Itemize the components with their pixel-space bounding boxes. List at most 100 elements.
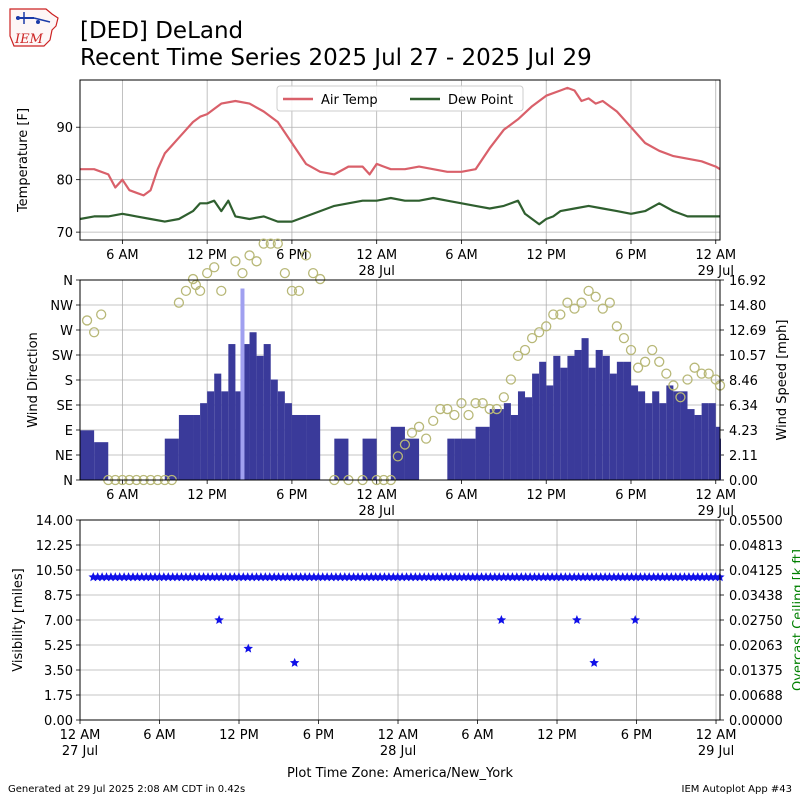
- visibility-tick-label: 0.00: [44, 714, 73, 729]
- air-temp-line: [80, 86, 721, 197]
- x-tick-date-label: 29 Jul: [698, 744, 734, 759]
- wind-speed-bar: [645, 403, 653, 480]
- wind-speed-bar: [277, 391, 285, 480]
- wind-speed-bar: [595, 349, 603, 480]
- visibility-tick-label: 3.50: [44, 664, 73, 679]
- x-tick-label: 6 PM: [276, 248, 307, 263]
- speed-tick-label: 6.34: [729, 399, 758, 414]
- wind-speed-bar: [390, 426, 405, 480]
- wind-speed-bar: [715, 426, 720, 480]
- wind-direction-point: [654, 356, 665, 367]
- visibility-point: [498, 572, 509, 582]
- wind-speed-bar: [193, 414, 201, 480]
- generated-note: Generated at 29 Jul 2025 2:08 AM CDT in …: [8, 784, 246, 795]
- visibility-tick-label: 1.75: [44, 689, 73, 704]
- wind-direction-point: [583, 285, 594, 297]
- visibility-axes-frame: [79, 519, 721, 721]
- wind-direction-point: [512, 350, 524, 362]
- visibility-point: [534, 572, 544, 582]
- direction-tick-label: NW: [50, 299, 73, 314]
- wind-speed-bar: [567, 355, 575, 480]
- visibility-tick-label: 7.00: [44, 614, 73, 629]
- visibility-tick-label: 12.25: [36, 539, 73, 554]
- wind-direction-axis-label: Wind Direction: [26, 332, 41, 428]
- speed-tick-label: 16.92: [729, 274, 766, 289]
- wind-direction-point: [632, 362, 644, 373]
- wind-speed-bar: [228, 344, 236, 480]
- direction-tick-label: NE: [55, 449, 73, 464]
- wind-speed-bar: [659, 403, 667, 480]
- temperature-axes-frame: [79, 79, 721, 241]
- x-tick-label: 6 PM: [615, 248, 646, 263]
- wind-direction-point: [265, 238, 276, 249]
- wind-direction-point: [611, 321, 623, 332]
- wind-direction-point: [187, 273, 199, 285]
- visibility-point: [212, 572, 222, 582]
- wind-direction-point: [647, 344, 658, 356]
- visibility-tick-label: 14.00: [36, 514, 73, 529]
- x-tick-label: 12 PM: [187, 488, 227, 503]
- wind-speed-bar: [553, 355, 561, 480]
- x-tick-date-label: 29 Jul: [698, 504, 734, 519]
- wind-direction-point: [307, 267, 319, 279]
- wind-direction-point: [703, 368, 714, 379]
- wind-direction-point: [420, 433, 432, 444]
- visibility-axis-label: Visibility [miles]: [11, 568, 26, 671]
- visibility-point: [589, 657, 599, 667]
- wind-direction-point: [315, 273, 326, 285]
- visibility-point: [630, 615, 640, 624]
- wind-speed-bar: [687, 409, 695, 480]
- x-tick-label: 6 AM: [445, 488, 478, 503]
- visibility-point: [393, 572, 403, 582]
- wind-speed-bar: [207, 391, 215, 480]
- wind-direction-point: [272, 238, 283, 249]
- wind-direction-point: [484, 403, 495, 415]
- wind-speed-bar: [200, 403, 208, 480]
- wind-direction-point: [449, 409, 460, 421]
- wind-direction-point: [428, 415, 439, 427]
- dew-point-line: [79, 196, 720, 226]
- wind-speed-bar: [80, 430, 95, 480]
- visibility-point: [675, 572, 685, 582]
- x-tick-label: 12 PM: [537, 728, 577, 743]
- x-tick-label: 12 PM: [526, 248, 566, 263]
- wind-speed-bar: [680, 391, 688, 480]
- wind-direction-point: [194, 285, 206, 297]
- speed-tick-label: 10.57: [729, 349, 766, 364]
- wind-speed-bar: [708, 403, 716, 480]
- direction-tick-label: E: [65, 424, 73, 439]
- wind-direction-point: [81, 315, 93, 326]
- wind-speed-bar: [517, 391, 526, 480]
- wind-direction-point: [491, 403, 502, 415]
- wind-direction-point: [576, 297, 587, 308]
- x-tick-label: 6 PM: [303, 728, 334, 743]
- wind-axes-frame: [79, 279, 721, 481]
- x-tick-label: 6 PM: [276, 488, 307, 503]
- wind-direction-point: [541, 321, 552, 332]
- wind-direction-point: [555, 309, 566, 320]
- wind-speed-bar: [221, 391, 229, 480]
- visibility-point: [496, 615, 507, 624]
- wind-speed-bar: [588, 367, 596, 480]
- x-tick-label: 12 AM: [356, 248, 397, 263]
- wind-direction-point: [526, 333, 538, 344]
- chart-title: Recent Time Series 2025 Jul 27 - 2025 Ju…: [80, 45, 592, 71]
- x-tick-label: 6 AM: [106, 248, 139, 263]
- wind-direction-point: [548, 309, 559, 320]
- x-tick-date-label: 28 Jul: [380, 744, 416, 759]
- x-tick-date-label: 29 Jul: [698, 264, 734, 279]
- wind-direction-point: [519, 344, 531, 356]
- ceiling-axis-label: Overcast Ceiling [k ft]: [791, 549, 800, 691]
- wind-speed-bar: [362, 438, 377, 480]
- wind-direction-point: [569, 303, 580, 314]
- wind-direction-point: [96, 309, 107, 320]
- station-title: [DED] DeLand: [80, 18, 244, 44]
- speed-tick-label: 0.00: [729, 474, 758, 489]
- direction-tick-label: SW: [52, 349, 73, 364]
- visibility-point: [640, 572, 650, 582]
- wind-direction-point: [435, 403, 446, 415]
- wind-speed-bar: [164, 438, 179, 480]
- x-tick-label: 6 PM: [621, 728, 652, 743]
- wind-speed-bar: [214, 373, 222, 480]
- wind-direction-point: [300, 250, 312, 261]
